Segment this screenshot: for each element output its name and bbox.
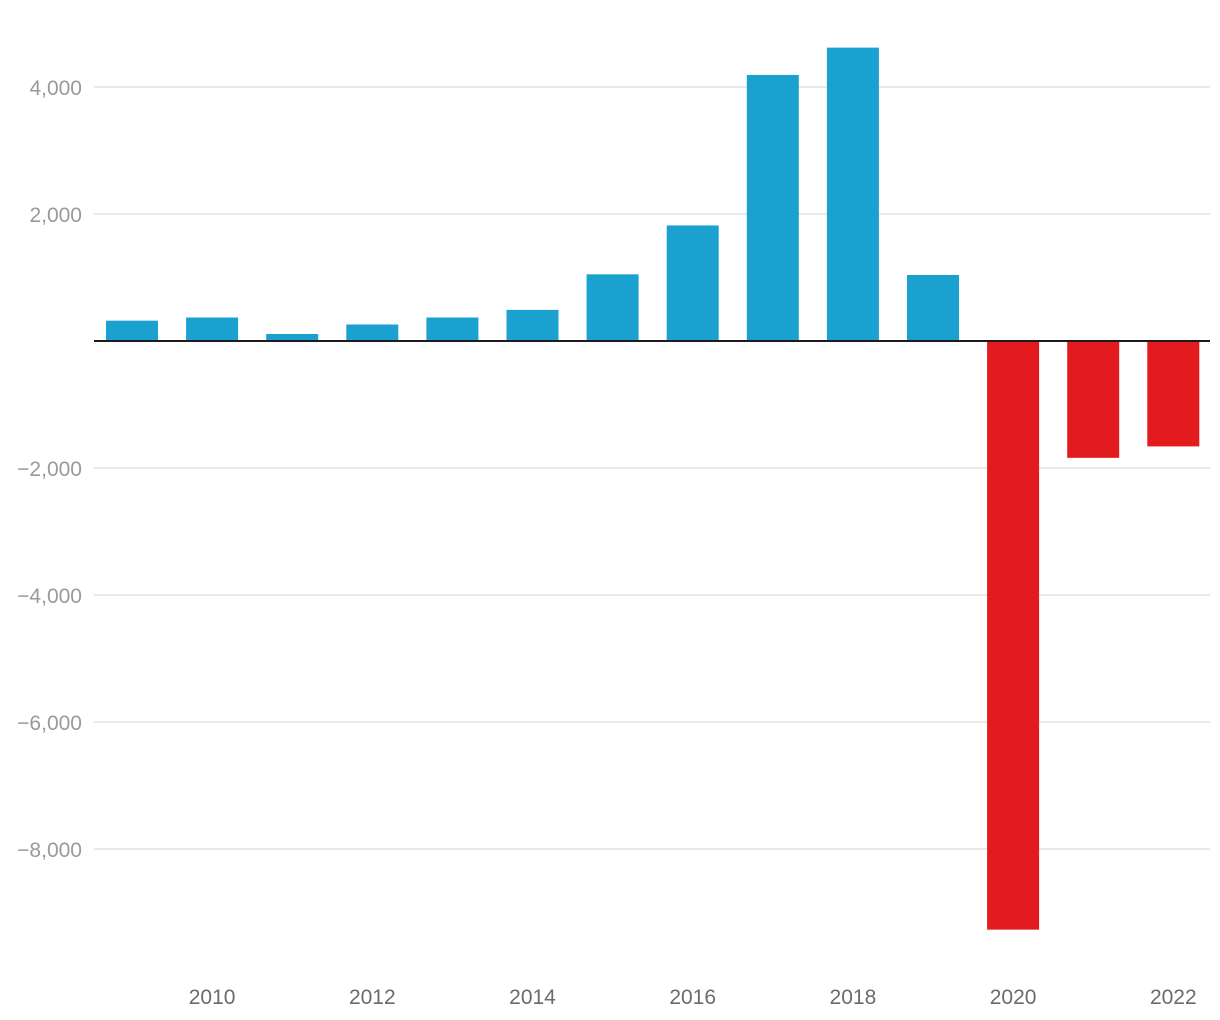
- bar-2017: [746, 74, 799, 341]
- x-tick-label: 2010: [189, 986, 236, 1009]
- y-axis-ticks: 4,000 2,000 −2,000 −4,000 −6,000 −8,000: [17, 77, 82, 862]
- bars: [106, 47, 1200, 930]
- y-tick-label: −4,000: [17, 585, 82, 608]
- bar-2013: [426, 317, 479, 341]
- bar-2022: [1147, 341, 1200, 447]
- x-tick-label: 2012: [349, 986, 396, 1009]
- bar-2021: [1067, 341, 1120, 458]
- bar-2014: [506, 309, 559, 341]
- y-tick-label: 4,000: [29, 77, 82, 100]
- y-tick-label: −6,000: [17, 712, 82, 735]
- x-tick-label: 2016: [669, 986, 716, 1009]
- bar-2012: [346, 324, 399, 341]
- bar-2010: [186, 317, 239, 341]
- bar-2016: [666, 225, 719, 341]
- y-tick-label: −2,000: [17, 458, 82, 481]
- bar-2020: [987, 341, 1040, 930]
- x-tick-label: 2022: [1150, 986, 1197, 1009]
- bar-2018: [826, 47, 879, 341]
- x-tick-label: 2020: [990, 986, 1037, 1009]
- bar-2015: [586, 274, 639, 341]
- y-tick-label: 2,000: [29, 204, 82, 227]
- x-axis-ticks: 2010 2012 2014 2016 2018 2020 2022: [189, 986, 1197, 1009]
- grid-lines: [94, 86, 1210, 850]
- bar-2011: [266, 334, 319, 341]
- bar-2009: [106, 320, 158, 341]
- y-tick-label: −8,000: [17, 839, 82, 862]
- x-tick-label: 2018: [830, 986, 877, 1009]
- bar-2019: [907, 274, 959, 341]
- x-tick-label: 2014: [509, 986, 556, 1009]
